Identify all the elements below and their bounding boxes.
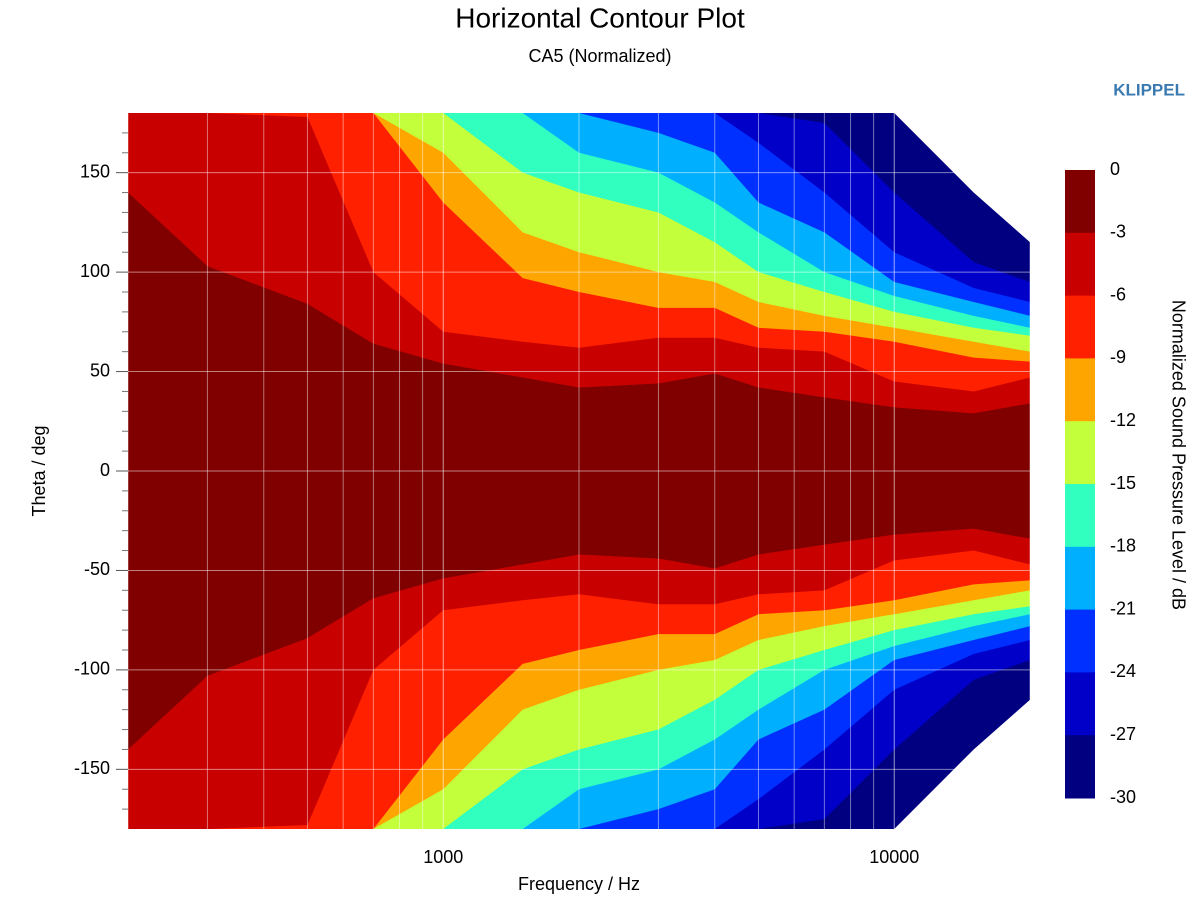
contour-region	[128, 192, 1030, 472]
contour-region	[128, 471, 1030, 750]
x-tick-label: 10000	[869, 847, 919, 867]
colorbar-band	[1065, 295, 1095, 359]
colorbar-band	[1065, 421, 1095, 485]
chart-subtitle: CA5 (Normalized)	[528, 46, 671, 66]
brand: KLIPPEL	[1113, 80, 1185, 99]
colorbar-band	[1065, 672, 1095, 736]
chart-title: Horizontal Contour Plot	[455, 2, 745, 33]
colorbar-band	[1065, 170, 1095, 234]
y-axis-label: Theta / deg	[29, 425, 49, 516]
colorbar-band	[1065, 546, 1095, 611]
colorbar-tick-label: -30	[1110, 787, 1136, 807]
colorbar-tick-label: -9	[1110, 347, 1126, 367]
colorbar-band	[1065, 484, 1095, 548]
colorbar-tick-label: -27	[1110, 724, 1136, 744]
x-axis-label: Frequency / Hz	[518, 874, 640, 894]
y-tick-label: -150	[74, 758, 110, 778]
y-tick-label: 50	[90, 360, 110, 380]
colorbar-tick-label: -18	[1110, 536, 1136, 556]
y-tick-label: -100	[74, 659, 110, 679]
colorbar-tick-label: -3	[1110, 222, 1126, 242]
colorbar-tick-label: -24	[1110, 661, 1136, 681]
colorbar-tick-label: 0	[1110, 159, 1120, 179]
colorbar-band	[1065, 358, 1095, 422]
colorbar-tick-label: -12	[1110, 410, 1136, 430]
y-tick-label: 0	[100, 460, 110, 480]
colorbar-band	[1065, 609, 1095, 673]
colorbar-label: Normalized Sound Pressure Level / dB	[1168, 300, 1188, 610]
x-tick-label: 1000	[423, 847, 463, 867]
colorbar-tick-label: -21	[1110, 598, 1136, 618]
y-tick-label: -50	[84, 559, 110, 579]
colorbar-tick-label: -6	[1110, 284, 1126, 304]
y-tick-label: 100	[80, 261, 110, 281]
colorbar-band	[1065, 735, 1095, 799]
y-tick-label: 150	[80, 161, 110, 181]
colorbar-band	[1065, 232, 1095, 297]
colorbar-tick-label: -15	[1110, 473, 1136, 493]
